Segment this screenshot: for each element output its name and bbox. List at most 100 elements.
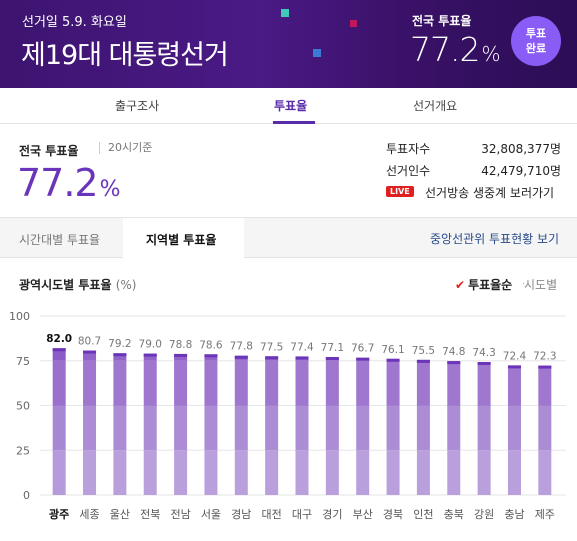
election-title: 제19대 대통령선거 [21,40,229,71]
bar-segment [265,450,279,495]
bar-segment [83,350,97,361]
vote-complete-badge: 투표 완료 [511,16,561,66]
bar-segment [416,405,430,451]
bar-segment [295,405,309,451]
value-label: 74.8 [442,346,465,358]
bar-segment [325,450,339,495]
bar-segment [538,450,552,495]
value-label: 78.8 [169,339,192,351]
x-tick-label: 광주 [49,508,69,521]
bar-segment [447,405,461,451]
y-tick-label: 0 [23,489,30,502]
sort-by-region[interactable]: 시도별 [524,278,558,292]
x-tick-label: 경북 [383,508,403,521]
x-tick-label: 전남 [170,508,190,521]
bar-segment [538,405,552,451]
value-label: 78.6 [199,339,223,351]
bar-top [416,359,430,363]
live-broadcast-link[interactable]: 선거방송 생중계 보러가기 [425,186,555,200]
value-label: 77.1 [321,342,344,354]
bar-segment [416,360,430,406]
bar-segment [295,360,309,406]
bar-segment [83,360,97,406]
bar-segment [204,405,218,451]
bar-segment [234,405,248,451]
tab-by-time[interactable]: 시간대별 투표율 [19,233,101,247]
bar-segment [416,450,430,495]
bar-top [174,353,188,357]
bar-segment [83,450,97,495]
bar-segment [356,450,370,495]
bar-top [143,353,157,357]
value-label: 77.5 [260,341,283,353]
value-label: 72.3 [533,351,556,363]
value-label: 74.3 [472,347,495,359]
bar-segment [52,450,66,495]
subtab-bg-right [244,218,577,258]
bar-top [52,348,66,352]
live-badge[interactable]: LIVE [386,186,414,197]
value-label: 82.0 [46,333,72,345]
value-label: 77.8 [230,341,253,353]
x-tick-label: 충남 [504,508,524,521]
y-tick-label: 50 [16,400,30,413]
bar-segment [447,450,461,495]
value-label: 76.7 [351,343,374,355]
x-tick-label: 세종 [79,508,99,521]
bar-segment [143,353,157,361]
bar-segment [477,362,491,406]
x-tick-label: 부산 [353,508,373,521]
bar-segment [538,365,552,406]
turnout-bar-chart: 0 25 50 75 100 82.0 광주 80.7 세종 79.2 울산 79.0 전북 78.8 전남… [9,310,566,521]
sort-by-turnout[interactable]: ✔ 투표율순 [455,278,513,292]
bar-segment [325,360,339,406]
bar-segment [174,353,188,361]
bar-segment [52,405,66,451]
bar-top [477,362,491,366]
bar-top [507,365,521,369]
header-turnout-value: 77.2% [410,30,501,69]
value-label: 75.5 [412,345,435,357]
x-tick-label: 서울 [201,508,221,521]
value-label: 72.4 [503,350,527,362]
summary-label: 전국 투표율 [19,144,79,158]
election-date: 선거일 5.9. 화요일 [22,15,127,30]
value-label: 80.7 [78,336,101,348]
chart-title: 광역시도별 투표율 (%) [19,278,137,292]
bar-segment [447,361,461,406]
tab-overview[interactable]: 선거개요 [413,99,458,113]
decor-square [313,49,321,57]
bar-segment [204,360,218,406]
x-tick-label: 경기 [322,508,342,521]
bar-segment [204,450,218,495]
x-tick-label: 인천 [413,507,433,521]
bar-top [113,353,127,357]
x-tick-label: 강원 [474,508,494,521]
bar-segment [174,450,188,495]
summary-turnout-value: 77.2% [17,161,121,205]
election-header: 선거일 5.9. 화요일 제19대 대통령선거 전국 투표율 77.2% 투표 완… [0,0,577,88]
bar-segment [113,405,127,451]
y-tick-label: 25 [16,444,30,457]
bar-segment [386,450,400,495]
tab-exit-poll[interactable]: 출구조사 [115,99,160,113]
value-label: 77.4 [290,341,314,353]
tab-turnout[interactable]: 투표율 [274,99,308,113]
bar-top [295,356,309,360]
y-tick-label: 75 [16,355,30,368]
bar-segment [386,405,400,451]
bar-segment [113,353,127,361]
bar-top [83,350,97,354]
active-tab-indicator [273,121,315,124]
nec-link[interactable]: 중앙선관위 투표현황 보기 [430,232,560,246]
sub-tabs: 시간대별 투표율 지역별 투표율 [0,217,577,258]
electorate-row: 선거인수 42,479,710명 [386,164,561,178]
bar-segment [143,450,157,495]
bar-segment [234,360,248,406]
bar-segment [507,365,521,406]
x-tick-label: 경남 [231,508,251,521]
voters-row: 투표자수 32,808,377명 [386,142,561,156]
tab-by-region[interactable]: 지역별 투표율 [146,233,217,247]
bar-segment [507,405,521,451]
bar-segment [204,354,218,361]
